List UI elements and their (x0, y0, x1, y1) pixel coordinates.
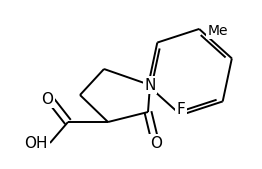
Text: O: O (41, 91, 53, 106)
Text: O: O (150, 136, 162, 151)
Text: F: F (177, 102, 185, 117)
Text: Me: Me (207, 24, 228, 38)
Text: N: N (144, 78, 156, 92)
Text: OH: OH (25, 136, 48, 151)
